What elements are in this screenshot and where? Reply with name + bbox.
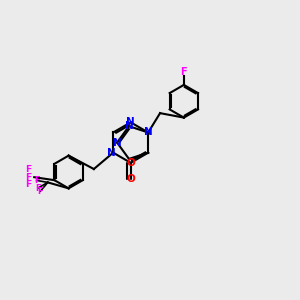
Text: F: F: [34, 176, 40, 185]
Text: F: F: [25, 180, 31, 189]
Text: F: F: [38, 187, 43, 196]
Text: F: F: [25, 173, 31, 182]
Text: N: N: [107, 148, 116, 158]
Text: N: N: [113, 138, 122, 148]
Text: N: N: [144, 128, 153, 137]
Text: O: O: [126, 174, 135, 184]
Text: F: F: [181, 68, 187, 77]
Text: F: F: [25, 165, 31, 174]
Text: O: O: [126, 158, 135, 168]
Text: N: N: [126, 117, 135, 128]
Text: N: N: [124, 121, 133, 131]
Text: F: F: [35, 184, 41, 193]
